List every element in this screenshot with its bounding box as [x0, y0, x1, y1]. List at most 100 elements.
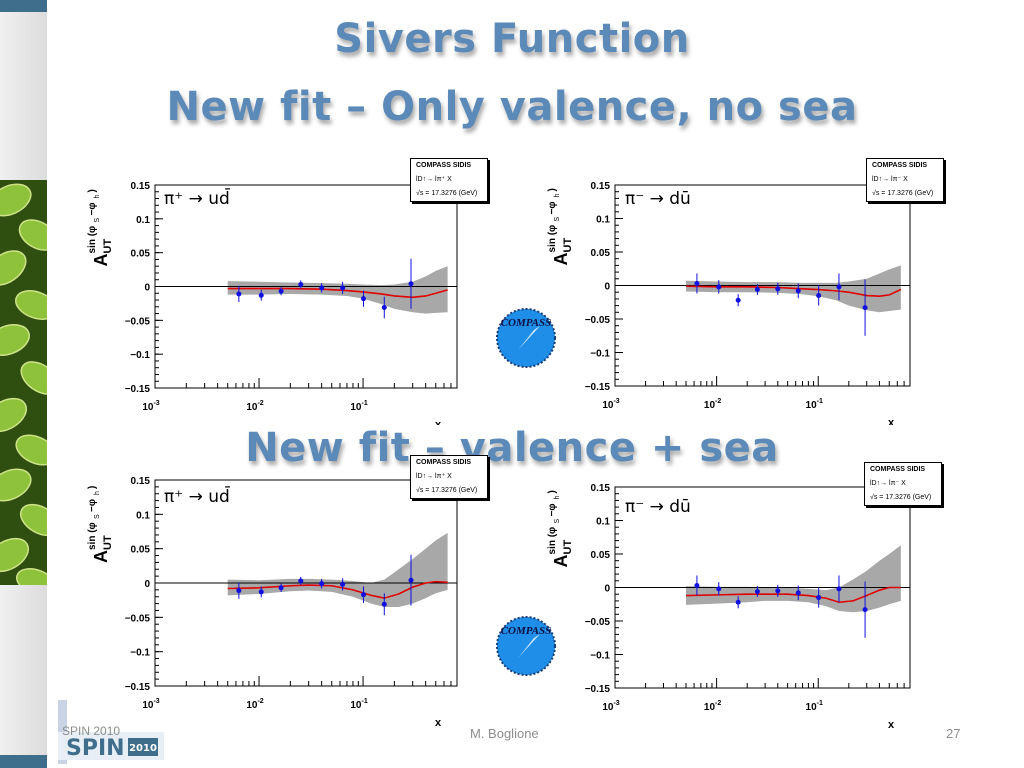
channel-label-bottom-left: π⁺ → ud̄: [164, 487, 230, 507]
sidebar-bottom-bar: [0, 755, 47, 768]
y-tick-label: 0.05: [131, 545, 151, 556]
y-label-sup3: ): [87, 189, 98, 192]
x-tick-label: 10-1: [350, 400, 367, 413]
y-label-sup2: −φ: [87, 499, 98, 512]
data-point: [258, 589, 264, 595]
y-tick-label: 0.15: [591, 483, 611, 494]
y-label-sup3: ): [547, 188, 558, 191]
legend-energy: √s = 17.3276 (GeV): [870, 494, 932, 501]
data-point: [408, 281, 414, 287]
x-tick-label: 10-1: [350, 698, 367, 711]
y-label-sub: UT: [562, 238, 574, 253]
y-tick-label: −0.15: [125, 682, 151, 693]
data-point: [716, 284, 722, 290]
y-axis-label: AUT sin (φ S −φ h): [547, 188, 574, 265]
data-point: [236, 588, 242, 594]
y-tick-label: 0.05: [591, 248, 611, 259]
y-label-sup3: ): [87, 486, 98, 489]
y-label-main: A: [551, 555, 571, 568]
y-label-sub: UT: [102, 239, 114, 254]
legend-box-bottom-right: COMPASS SIDIS lD↑→ lπ⁻ X √s = 17.3276 (G…: [864, 462, 942, 506]
x-tick-label: 10-2: [704, 700, 721, 713]
y-label-sub: UT: [102, 535, 114, 550]
y-tick-label: 0: [604, 282, 610, 293]
data-point: [735, 599, 741, 605]
x-axis-label: x: [435, 717, 442, 729]
data-point: [278, 288, 284, 294]
y-tick-label: 0.05: [131, 249, 151, 260]
y-label-sup-h: h: [554, 194, 561, 198]
data-point: [816, 293, 822, 299]
y-tick-label: −0.1: [590, 651, 610, 662]
footer-author: M. Boglione: [470, 726, 539, 741]
y-tick-label: −0.05: [125, 316, 151, 327]
y-label-sup: sin (φ: [547, 527, 558, 555]
y-label-sup2: −φ: [547, 202, 558, 215]
slide-title: Sivers Function: [334, 16, 690, 62]
y-tick-label: 0.15: [131, 476, 151, 487]
x-tick-label: 10-2: [246, 400, 263, 413]
chart-top-right: 0.15 0.1 0.05 0 −0.05 −0.1 −0.15 10-3 10-2 10-1 x A…: [547, 181, 911, 425]
x-tick-label: 10-3: [602, 398, 619, 411]
data-point: [319, 285, 325, 291]
chart-top-left: 0.15 0.1 0.05 0 −0.05 −0.1 −0.15 10-3 10-2 10-1 x A…: [87, 181, 458, 425]
legend-energy: √s = 17.3276 (GeV): [416, 487, 478, 494]
legend-reaction: lD↑→ lπ⁻ X: [872, 176, 908, 183]
slide-subtitle: New fit – Only valence, no sea: [166, 84, 858, 130]
data-point: [862, 305, 868, 311]
y-label-sub: UT: [562, 540, 574, 555]
data-point: [361, 592, 367, 598]
y-label-sup: sin (φ: [87, 226, 98, 254]
x-axis-label: x: [888, 417, 895, 425]
data-point: [278, 585, 284, 591]
data-point: [361, 296, 367, 302]
y-tick-label: 0.1: [136, 215, 150, 226]
data-point: [381, 601, 387, 607]
y-tick-label: 0: [144, 579, 150, 590]
y-tick-label: −0.1: [130, 648, 150, 659]
y-label-sup-s: S: [94, 218, 101, 223]
error-band: [686, 545, 901, 613]
y-label-sup2: −φ: [87, 203, 98, 216]
data-point: [258, 292, 264, 298]
y-label-sup-s: S: [554, 217, 561, 222]
y-tick-label: −0.05: [585, 315, 611, 326]
data-point: [862, 607, 868, 613]
data-point: [716, 586, 722, 592]
spin-logo-year: 2010: [129, 743, 157, 754]
y-label-main: A: [91, 550, 111, 563]
chart-bottom-left: 0.15 0.1 0.05 0 −0.05 −0.1 −0.15 10-3 10-2 10-1 x A…: [87, 476, 458, 729]
x-tick-label: 10-1: [806, 700, 823, 713]
data-point: [298, 281, 304, 287]
compass-logo-text: COMPASS: [501, 317, 552, 329]
legend-box-top-left: COMPASS SIDIS lD↑→ lπ⁺ X √s = 17.3276 (G…: [410, 158, 488, 202]
x-tick-label: 10-2: [704, 398, 721, 411]
fit-line: [227, 580, 448, 599]
legend-box-top-right: COMPASS SIDIS lD↑→ lπ⁻ X √s = 17.3276 (G…: [866, 158, 944, 202]
y-label-main: A: [551, 253, 571, 266]
chart-bottom-right: 0.15 0.1 0.05 0 −0.05 −0.1 −0.15 10-3 10-2 10-1 x A…: [547, 483, 911, 731]
y-tick-label: −0.15: [125, 384, 151, 395]
y-label-sup-h: h: [94, 195, 101, 199]
y-tick-label: 0.1: [596, 517, 610, 528]
data-point: [836, 284, 842, 290]
fit-line: [227, 287, 448, 299]
section-title: New fit – valence + sea: [245, 425, 779, 471]
x-tick-label: 10-3: [142, 698, 159, 711]
legend-reaction: lD↑→ lπ⁺ X: [416, 176, 452, 183]
y-label-sup-s: S: [554, 519, 561, 524]
y-label-sup-h: h: [94, 491, 101, 495]
fit-line: [686, 285, 902, 298]
legend-title: COMPASS SIDIS: [870, 466, 926, 473]
x-axis-label: x: [435, 419, 442, 425]
y-tick-label: −0.05: [585, 617, 611, 628]
data-point: [236, 291, 242, 297]
y-tick-label: 0.1: [136, 510, 150, 521]
y-axis-label: AUT sin (φ S −φ h): [547, 490, 574, 567]
data-point: [694, 582, 700, 588]
x-tick-label: 10-3: [602, 700, 619, 713]
channel-label-top-right: π⁻ → dū: [625, 189, 691, 209]
footer-conference: SPIN 2010: [62, 724, 121, 738]
sidebar-top-bar: [0, 0, 47, 12]
y-label-main: A: [91, 254, 111, 267]
